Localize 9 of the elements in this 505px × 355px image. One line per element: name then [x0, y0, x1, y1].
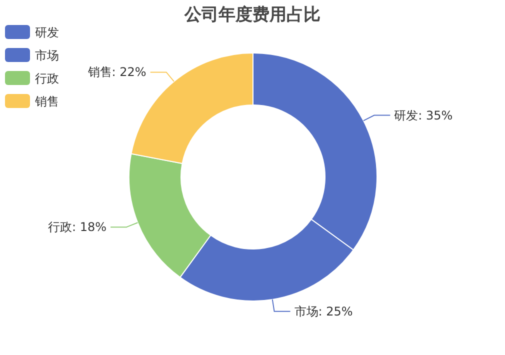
data-label: 研发: 35%	[394, 108, 453, 122]
data-label: 市场: 25%	[294, 304, 353, 318]
legend-label: 研发	[35, 26, 59, 40]
data-label: 销售: 22%	[86, 65, 146, 80]
data-label: 行政: 18%	[48, 220, 107, 234]
legend-label: 行政	[35, 72, 59, 86]
legend-label: 市场	[35, 48, 59, 62]
chart-title: 公司年度费用占比	[184, 5, 320, 25]
legend-label: 销售	[34, 94, 59, 108]
